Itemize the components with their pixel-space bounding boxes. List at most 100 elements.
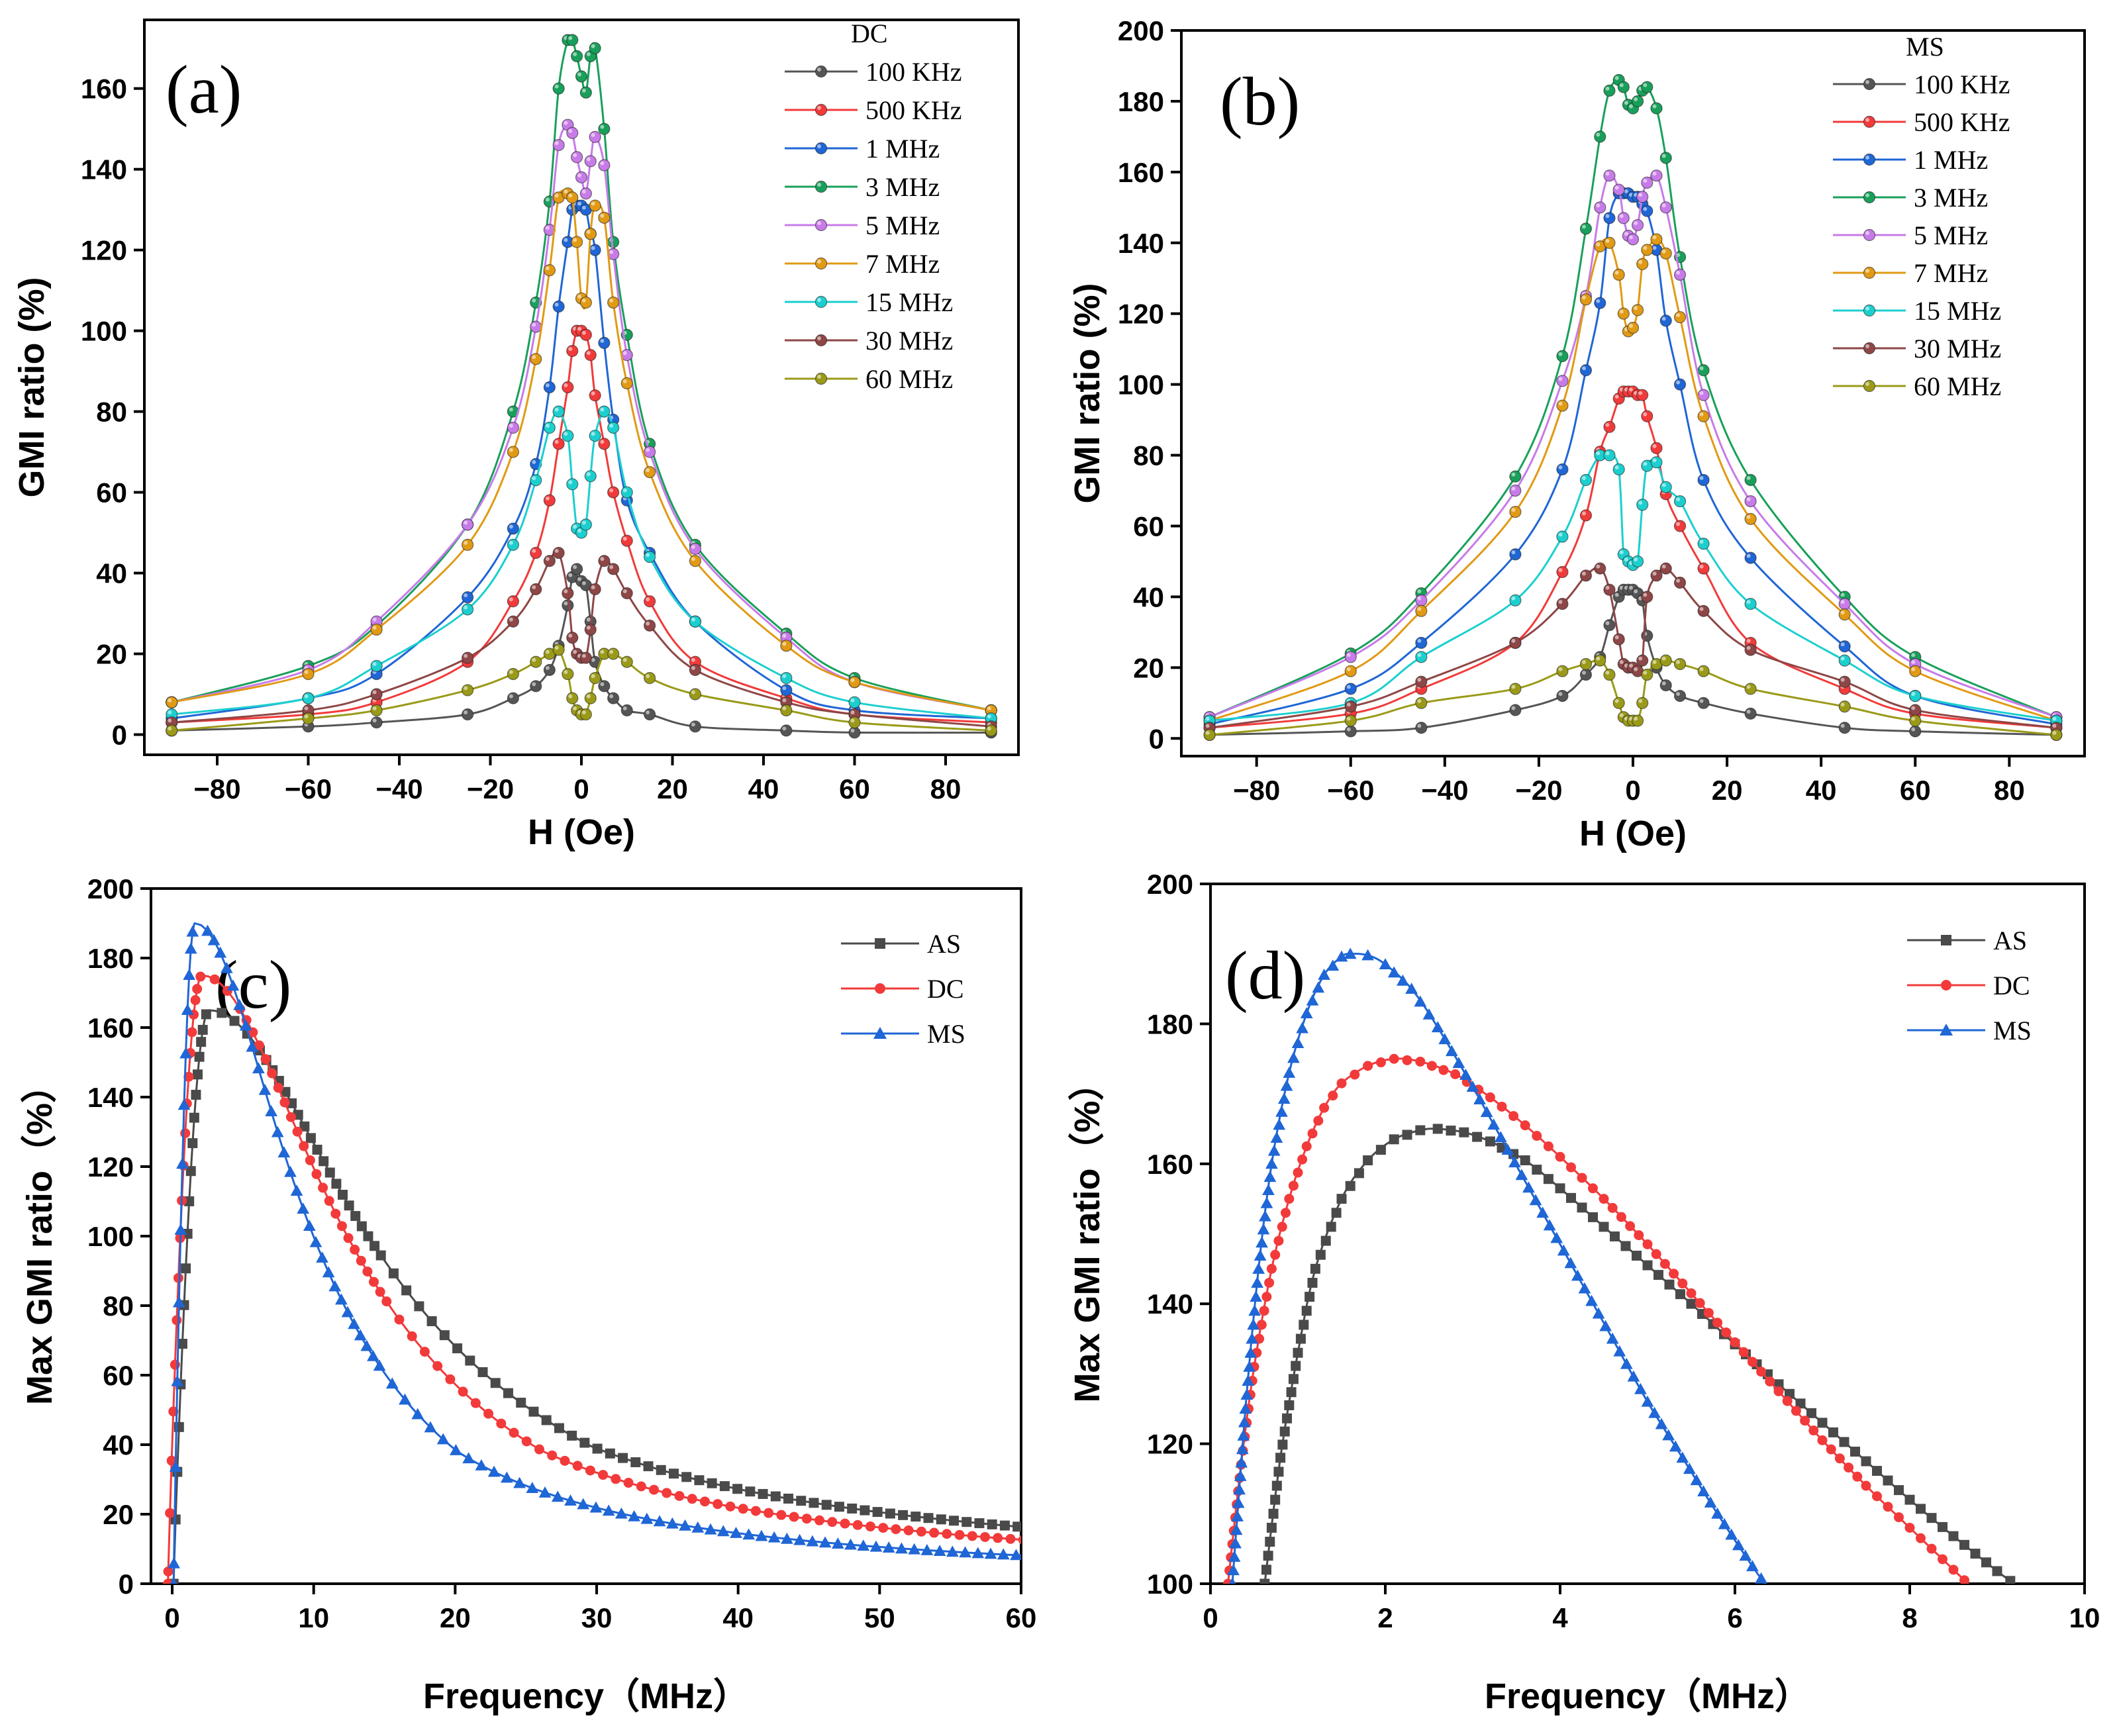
data-point-highlight: [2052, 716, 2057, 721]
data-point-highlight: [1661, 564, 1666, 569]
data-point: [552, 644, 565, 656]
data-point: [967, 1531, 977, 1541]
data-point-highlight: [564, 383, 568, 388]
data-point-highlight: [304, 670, 309, 675]
data-point: [370, 716, 383, 729]
data-point: [254, 1040, 264, 1051]
data-point-highlight: [1652, 571, 1657, 576]
data-point: [636, 1481, 646, 1492]
x-axis-title-a: H (Oe): [528, 812, 635, 852]
data-point: [1603, 420, 1616, 433]
data-point: [1320, 1235, 1331, 1246]
data-point-highlight: [609, 694, 614, 699]
data-point-highlight: [1652, 246, 1657, 250]
data-point: [1497, 1101, 1507, 1112]
data-point: [552, 82, 565, 95]
data-point-highlight: [545, 226, 550, 230]
data-point: [987, 1519, 997, 1529]
data-point: [1243, 1360, 1256, 1372]
data-point: [1659, 201, 1672, 214]
x-tick-label-c: 60: [1006, 1602, 1037, 1633]
data-point: [1617, 81, 1630, 93]
data-point: [165, 1508, 175, 1518]
legend-marker: [814, 372, 828, 385]
data-point-highlight: [1746, 554, 1751, 558]
data-point: [543, 555, 556, 567]
data-point-highlight: [1417, 596, 1422, 601]
data-point-highlight: [1629, 324, 1633, 328]
data-point-highlight: [1596, 132, 1601, 137]
data-point: [589, 244, 601, 256]
data-point: [220, 961, 233, 973]
data-point-highlight: [591, 585, 595, 589]
data-point: [2018, 1586, 2028, 1596]
data-point-highlight: [646, 621, 650, 626]
data-point-highlight: [581, 205, 586, 210]
data-point: [942, 1529, 952, 1539]
data-point: [857, 1539, 870, 1551]
data-point: [1756, 1367, 1767, 1377]
legend-marker-highlight: [817, 144, 821, 148]
data-point: [1675, 1289, 1685, 1300]
data-point: [589, 199, 601, 212]
legend-title: MS: [1906, 32, 1944, 62]
data-point: [554, 1423, 564, 1433]
y-tick-label-b: 140: [1118, 228, 1164, 259]
data-point: [1850, 1446, 1860, 1457]
data-point: [1916, 1504, 1926, 1514]
data-point: [1603, 583, 1616, 596]
legend-marker: [814, 65, 828, 78]
data-point: [183, 969, 196, 980]
data-point: [1676, 1451, 1689, 1463]
data-point-highlight: [1746, 685, 1751, 689]
legend-label: MS: [1993, 1016, 2032, 1045]
data-point: [297, 1202, 310, 1214]
plot-area-c: [163, 922, 1021, 1584]
data-point: [1711, 1507, 1724, 1519]
data-point: [246, 1040, 259, 1052]
data-point-highlight: [586, 625, 591, 630]
data-point: [1577, 1173, 1587, 1183]
data-point: [1466, 1081, 1479, 1092]
x-axis-title-b: H (Oe): [1579, 814, 1687, 853]
data-point: [166, 724, 178, 737]
data-point: [1806, 1408, 1816, 1418]
data-point-highlight: [1417, 653, 1422, 657]
data-point: [1402, 1055, 1412, 1065]
data-point: [1509, 548, 1522, 561]
data-point: [354, 1329, 367, 1341]
data-point: [1695, 1298, 1705, 1308]
series-line: [172, 204, 991, 720]
data-point: [1959, 1575, 1969, 1584]
data-point: [543, 421, 556, 434]
data-point: [999, 1520, 1010, 1531]
data-point: [1641, 81, 1653, 93]
data-point: [640, 1512, 654, 1524]
data-point-highlight: [1840, 642, 1845, 647]
legend-label: 1 MHz: [865, 134, 940, 164]
legend-label: 15 MHz: [865, 287, 953, 317]
data-point: [426, 1316, 437, 1327]
data-point: [923, 1513, 934, 1523]
data-point: [226, 979, 240, 991]
data-point: [362, 1266, 373, 1277]
data-point-highlight: [691, 657, 695, 662]
legend-marker: [814, 142, 828, 155]
data-point: [742, 1528, 756, 1540]
y-tick-label-c: 40: [103, 1429, 134, 1461]
data-point-highlight: [1676, 313, 1681, 318]
data-point: [1673, 657, 1687, 671]
data-point: [547, 1450, 558, 1461]
data-point-highlight: [1638, 391, 1643, 395]
data-point: [1632, 1251, 1642, 1261]
data-point: [1233, 1483, 1246, 1495]
series-line: [1263, 1128, 2016, 1584]
data-point-highlight: [1643, 593, 1648, 597]
data-point: [1265, 1157, 1278, 1169]
data-point: [1426, 1061, 1437, 1071]
data-point: [577, 1498, 590, 1510]
y-tick-label-d: 120: [1147, 1429, 1193, 1460]
data-point: [303, 1220, 316, 1231]
x-tick-label-d: 2: [1377, 1602, 1393, 1633]
data-point: [1344, 725, 1357, 738]
